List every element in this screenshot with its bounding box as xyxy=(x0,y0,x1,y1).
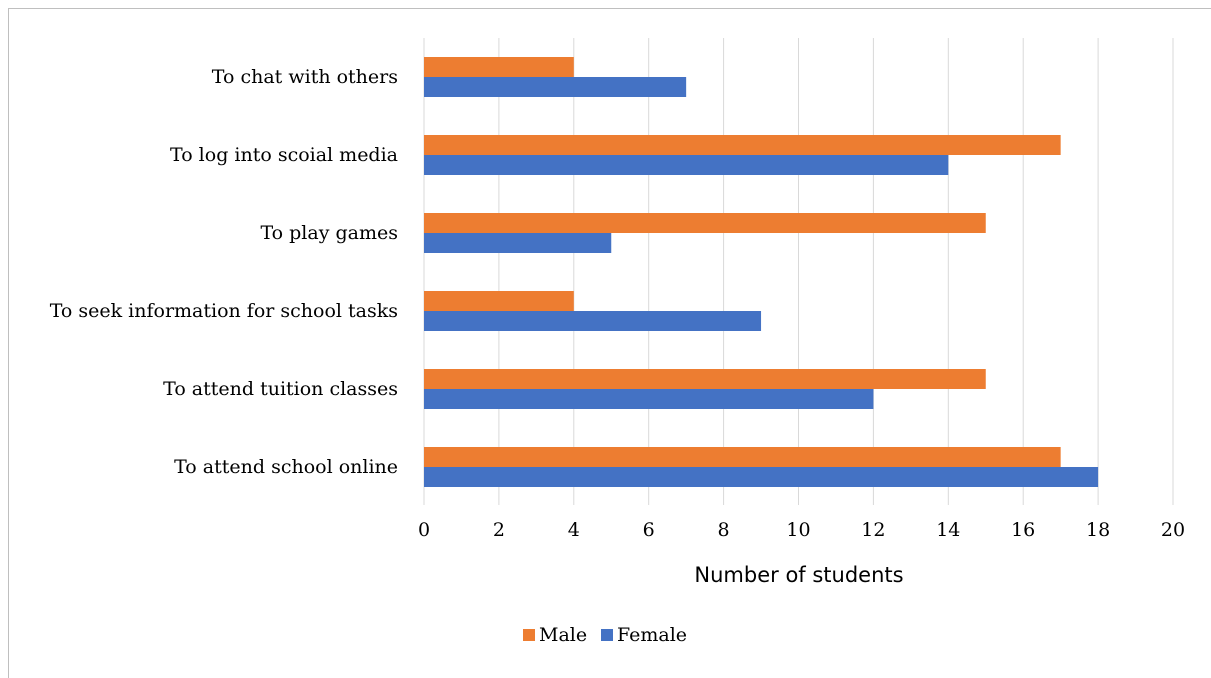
x-tick-label: 0 xyxy=(418,519,430,541)
bar-male-3 xyxy=(424,291,574,311)
bar-male-0 xyxy=(424,57,574,77)
x-tick-labels: 0 2 4 6 8 10 12 14 16 18 20 xyxy=(418,519,1185,541)
x-tick-label: 12 xyxy=(861,519,885,541)
x-tick-label: 4 xyxy=(568,519,580,541)
x-tick-label: 6 xyxy=(643,519,655,541)
bar-male-1 xyxy=(424,135,1061,155)
x-tick-label: 18 xyxy=(1086,519,1110,541)
category-label: To log into scoial media xyxy=(170,144,398,166)
bar-female-1 xyxy=(424,155,949,175)
x-tick-label: 10 xyxy=(786,519,810,541)
category-label: To attend tuition classes xyxy=(163,378,398,400)
x-tick-label: 14 xyxy=(936,519,960,541)
x-tick-label: 20 xyxy=(1161,519,1185,541)
legend-swatch-male xyxy=(523,629,535,641)
category-label: To chat with others xyxy=(212,66,398,88)
bar-female-4 xyxy=(424,389,874,409)
gridlines xyxy=(423,38,1174,505)
legend-label-male: Male xyxy=(539,624,587,646)
bar-female-0 xyxy=(424,77,687,97)
bar-female-2 xyxy=(424,233,612,253)
bar-male-4 xyxy=(424,369,986,389)
x-tick-label: 8 xyxy=(718,519,730,541)
x-tick-label: 2 xyxy=(493,519,505,541)
bar-male-5 xyxy=(424,447,1061,467)
x-tick-label: 16 xyxy=(1011,519,1035,541)
category-label: To attend school online xyxy=(174,456,398,478)
category-label: To seek information for school tasks xyxy=(50,300,398,322)
bar-female-5 xyxy=(424,467,1099,487)
category-labels: To chat with others To log into scoial me… xyxy=(50,66,398,478)
bar-male-2 xyxy=(424,213,986,233)
bars xyxy=(424,57,1099,487)
legend-swatch-female xyxy=(601,629,613,641)
chart-frame xyxy=(8,8,1211,678)
legend-label-female: Female xyxy=(617,624,687,646)
bar-female-3 xyxy=(424,311,762,331)
category-label: To play games xyxy=(260,222,398,244)
legend: Male Female xyxy=(523,624,687,646)
x-axis-label: Number of students xyxy=(694,563,903,587)
